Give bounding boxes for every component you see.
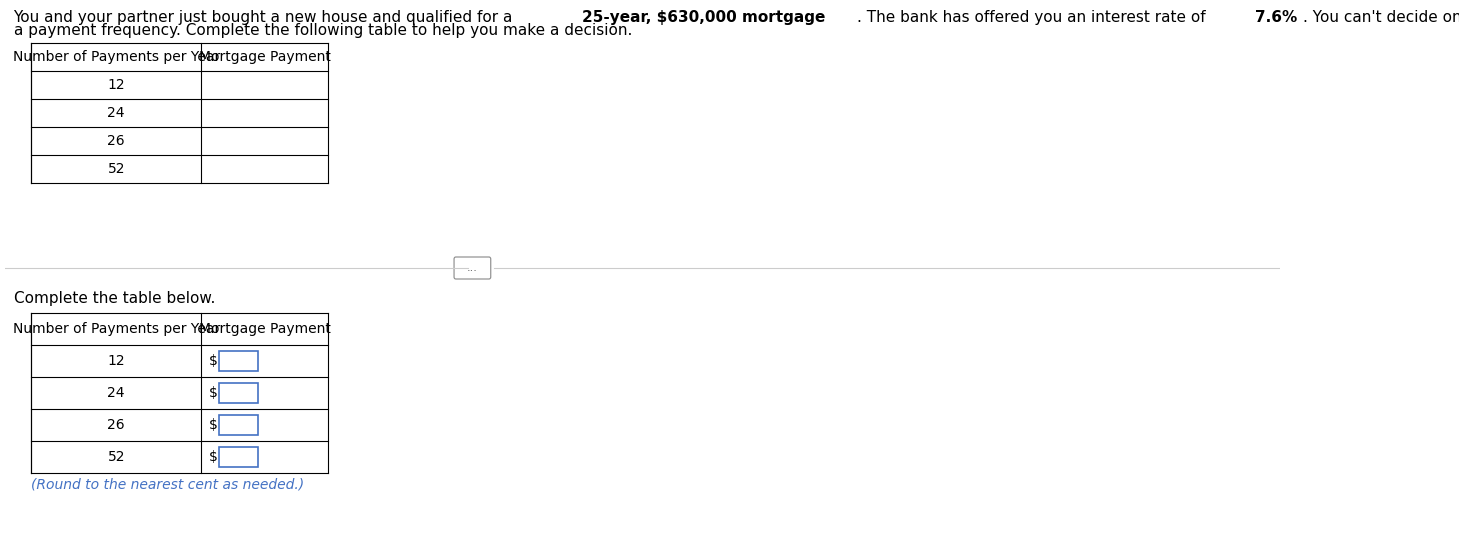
Text: $: $ (209, 354, 217, 368)
FancyBboxPatch shape (454, 257, 490, 279)
Text: $: $ (209, 450, 217, 464)
Text: 25-year, $630,000 mortgage: 25-year, $630,000 mortgage (582, 10, 826, 25)
Text: 26: 26 (108, 418, 125, 432)
FancyBboxPatch shape (219, 351, 258, 372)
Text: . The bank has offered you an interest rate of: . The bank has offered you an interest r… (856, 10, 1210, 25)
Text: 26: 26 (108, 134, 125, 148)
Text: 52: 52 (108, 162, 125, 176)
Text: 52: 52 (108, 450, 125, 464)
Text: Number of Payments per Year: Number of Payments per Year (13, 322, 220, 336)
FancyBboxPatch shape (219, 447, 258, 467)
FancyBboxPatch shape (219, 415, 258, 435)
Text: Number of Payments per Year: Number of Payments per Year (13, 50, 220, 64)
Text: $: $ (209, 418, 217, 432)
Text: 12: 12 (108, 78, 125, 92)
Text: a payment frequency. Complete the following table to help you make a decision.: a payment frequency. Complete the follow… (13, 23, 632, 38)
Text: 24: 24 (108, 386, 125, 400)
Text: 24: 24 (108, 106, 125, 120)
Text: 7.6%: 7.6% (1255, 10, 1297, 25)
Text: $: $ (209, 386, 217, 400)
Text: ...: ... (467, 263, 479, 273)
FancyBboxPatch shape (219, 383, 258, 403)
Text: Complete the table below.: Complete the table below. (13, 291, 214, 306)
Text: (Round to the nearest cent as needed.): (Round to the nearest cent as needed.) (31, 477, 303, 491)
Text: 12: 12 (108, 354, 125, 368)
Text: Mortgage Payment: Mortgage Payment (198, 322, 331, 336)
Text: You and your partner just bought a new house and qualified for a: You and your partner just bought a new h… (13, 10, 518, 25)
Text: . You can't decide on: . You can't decide on (1303, 10, 1459, 25)
Text: Mortgage Payment: Mortgage Payment (198, 50, 331, 64)
